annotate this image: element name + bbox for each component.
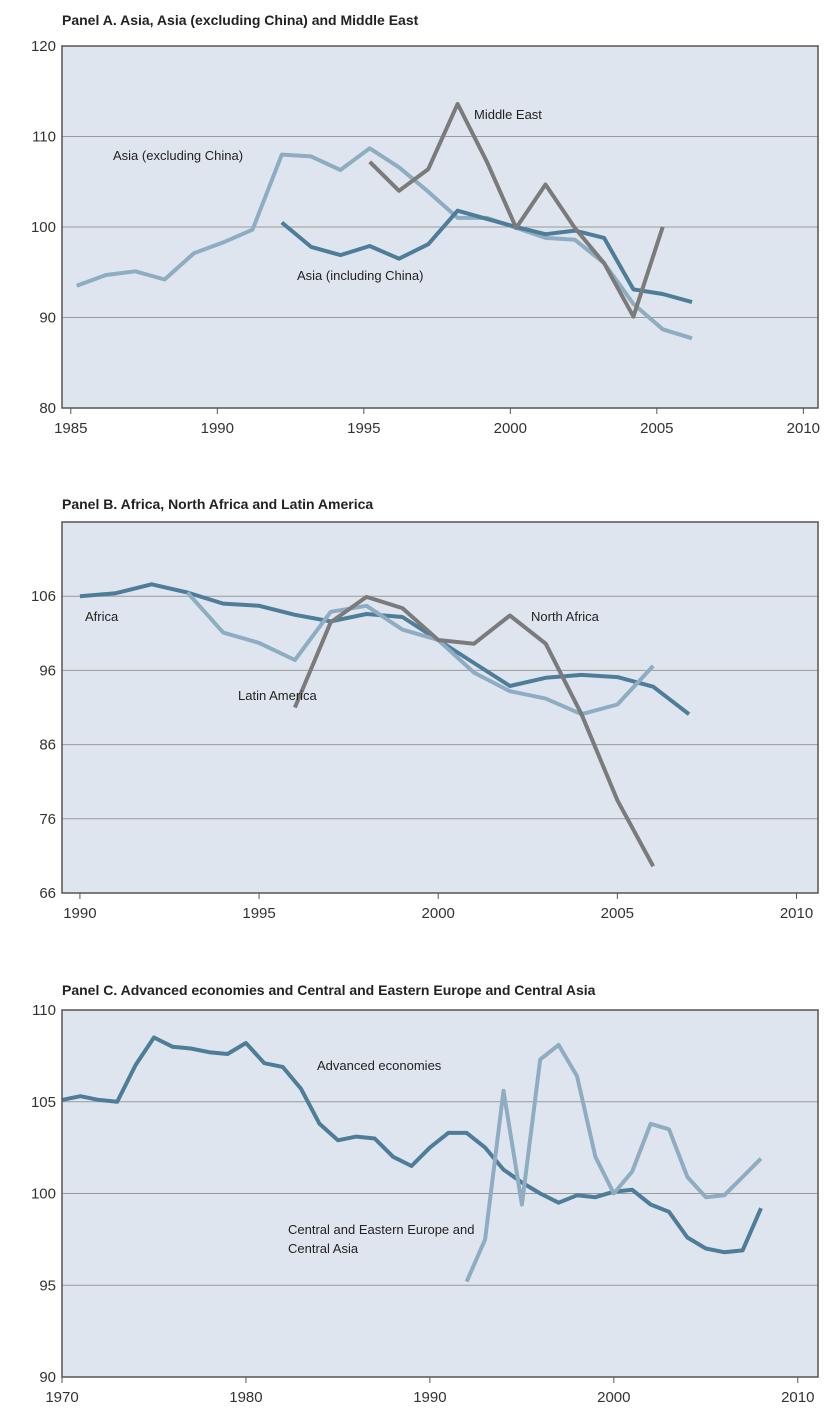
x-tick-label: 2005 <box>640 420 673 437</box>
series-label: Advanced economies <box>317 1058 442 1073</box>
x-tick-label: 2000 <box>422 905 455 922</box>
y-tick-label: 110 <box>32 129 56 146</box>
plot-border <box>61 1009 819 1378</box>
panel-title: Panel A. Asia, Asia (excluding China) an… <box>62 12 419 28</box>
x-tick-label: 2010 <box>781 1389 814 1406</box>
x-tick-label: 2000 <box>597 1389 630 1406</box>
series-line <box>280 208 693 305</box>
series-label: Asia (excluding China) <box>113 148 244 163</box>
panel-title: Panel B. Africa, North Africa and Latin … <box>62 496 373 512</box>
x-tick-label: 2005 <box>601 905 634 922</box>
y-tick-label: 90 <box>39 310 56 327</box>
series-line <box>61 1035 763 1255</box>
series-line <box>185 591 655 717</box>
series-line <box>76 146 693 341</box>
x-tick-label: 1985 <box>54 420 87 437</box>
plot-border <box>61 45 819 409</box>
panel-title: Panel C. Advanced economies and Central … <box>62 982 596 998</box>
x-tick-label: 1995 <box>347 420 380 437</box>
x-tick-label: 2010 <box>787 420 820 437</box>
y-tick-label: 100 <box>31 1186 56 1203</box>
series-line <box>368 101 665 319</box>
x-tick-label: 1995 <box>242 905 275 922</box>
y-tick-label: 96 <box>39 662 56 679</box>
y-tick-label: 80 <box>39 400 56 417</box>
y-tick-label: 76 <box>39 811 56 828</box>
y-tick-label: 90 <box>39 1369 56 1386</box>
y-tick-label: 110 <box>32 1002 56 1019</box>
series-label: Middle East <box>474 107 542 122</box>
series-label: North Africa <box>531 609 599 624</box>
series-label: Asia (including China) <box>297 268 424 283</box>
plot-area <box>62 522 818 893</box>
series-label: Africa <box>85 609 119 624</box>
x-tick-label: 1990 <box>201 420 234 437</box>
series-label: Central and Eastern Europe and Central A… <box>288 1222 475 1256</box>
series-line <box>293 594 655 868</box>
x-tick-label: 2010 <box>780 905 813 922</box>
series-label: Latin America <box>238 688 317 703</box>
x-tick-label: 1990 <box>413 1389 446 1406</box>
y-tick-label: 95 <box>39 1277 56 1294</box>
y-tick-label: 86 <box>39 737 56 754</box>
x-tick-label: 2000 <box>494 420 527 437</box>
plot-border <box>61 521 819 894</box>
y-tick-label: 66 <box>39 885 56 902</box>
y-tick-label: 100 <box>31 219 56 236</box>
y-tick-label: 120 <box>31 38 56 55</box>
series-line <box>464 1042 763 1283</box>
x-tick-label: 1990 <box>63 905 96 922</box>
y-tick-label: 106 <box>31 588 56 605</box>
y-tick-label: 105 <box>31 1094 56 1111</box>
x-tick-label: 1970 <box>45 1389 78 1406</box>
x-tick-label: 1980 <box>229 1389 262 1406</box>
